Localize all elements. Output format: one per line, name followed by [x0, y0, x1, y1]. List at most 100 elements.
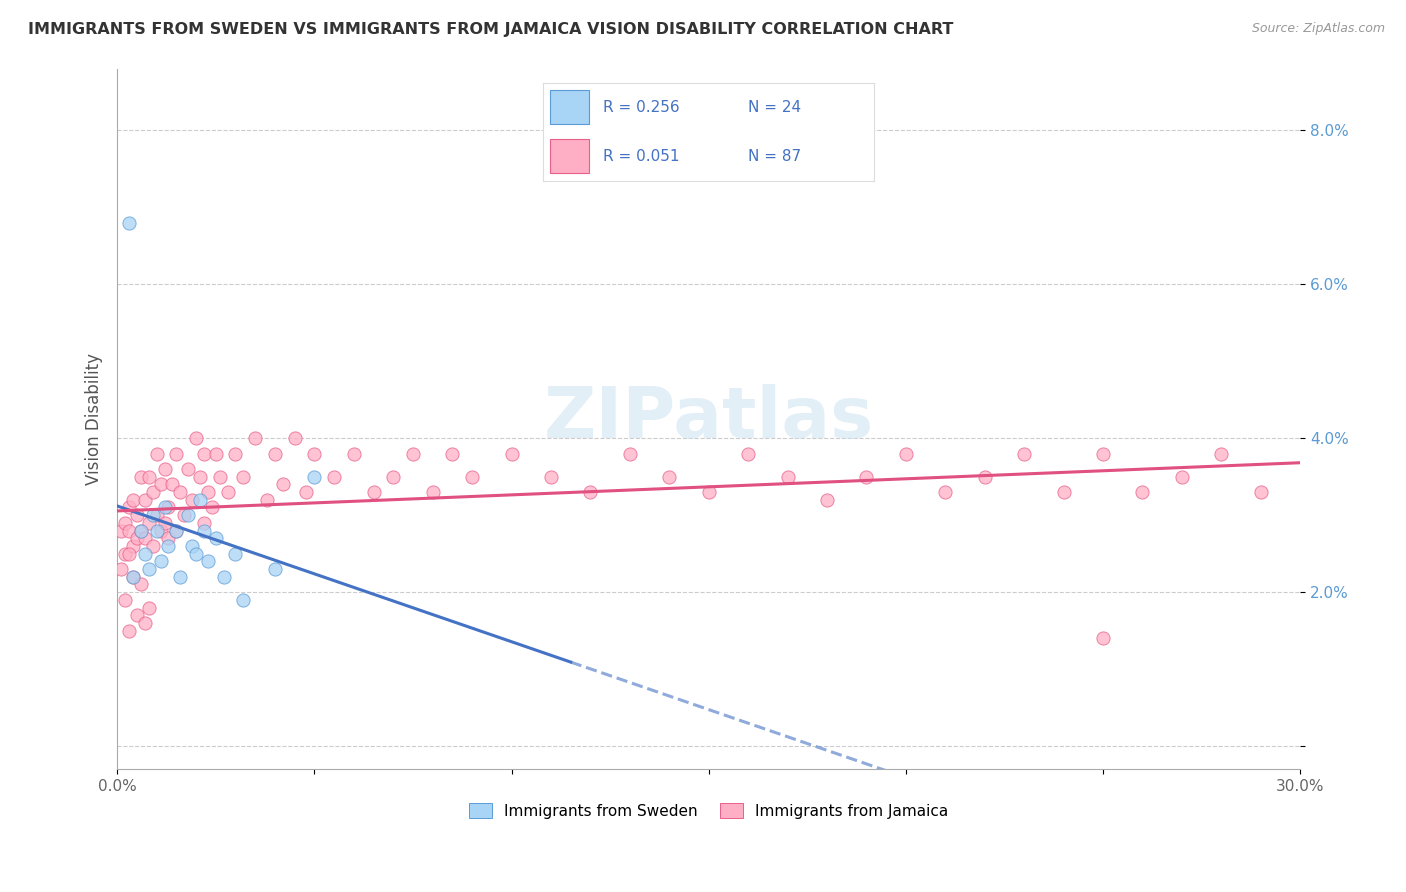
Point — [224, 446, 246, 460]
Point — [114, 593, 136, 607]
Point — [1250, 485, 1272, 500]
Point — [122, 539, 145, 553]
Text: IMMIGRANTS FROM SWEDEN VS IMMIGRANTS FROM JAMAICA VISION DISABILITY CORRELATION : IMMIGRANTS FROM SWEDEN VS IMMIGRANTS FRO… — [28, 22, 953, 37]
Point — [181, 539, 204, 553]
Point — [855, 469, 877, 483]
Point — [973, 469, 995, 483]
Point — [142, 508, 165, 523]
Point — [776, 469, 799, 483]
Point — [224, 547, 246, 561]
Point — [217, 485, 239, 500]
Point — [134, 492, 156, 507]
Point — [138, 516, 160, 530]
Point — [149, 554, 172, 568]
Point — [138, 562, 160, 576]
Point — [264, 562, 287, 576]
Point — [129, 524, 152, 538]
Point — [129, 577, 152, 591]
Point — [122, 570, 145, 584]
Point — [201, 500, 224, 515]
Point — [169, 485, 191, 500]
Point — [165, 524, 187, 538]
Point — [122, 492, 145, 507]
Point — [284, 431, 307, 445]
Point — [188, 469, 211, 483]
Point — [619, 446, 641, 460]
Point — [1012, 446, 1035, 460]
Point — [177, 508, 200, 523]
Point — [441, 446, 464, 460]
Point — [658, 469, 681, 483]
Point — [134, 531, 156, 545]
Point — [579, 485, 602, 500]
Point — [110, 562, 132, 576]
Point — [193, 516, 215, 530]
Point — [114, 516, 136, 530]
Point — [118, 547, 141, 561]
Point — [1092, 632, 1115, 646]
Point — [165, 446, 187, 460]
Point — [271, 477, 294, 491]
Point — [264, 446, 287, 460]
Point — [204, 531, 226, 545]
Point — [125, 531, 148, 545]
Point — [138, 600, 160, 615]
Point — [118, 524, 141, 538]
Point — [934, 485, 956, 500]
Point — [256, 492, 278, 507]
Point — [232, 593, 254, 607]
Point — [697, 485, 720, 500]
Point — [169, 570, 191, 584]
Point — [295, 485, 318, 500]
Point — [134, 547, 156, 561]
Point — [142, 485, 165, 500]
Point — [737, 446, 759, 460]
Text: ZIPatlas: ZIPatlas — [544, 384, 873, 453]
Point — [153, 516, 176, 530]
Point — [129, 524, 152, 538]
Point — [110, 524, 132, 538]
Point — [142, 539, 165, 553]
Point — [149, 524, 172, 538]
Point — [1052, 485, 1074, 500]
Point — [122, 570, 145, 584]
Point — [540, 469, 562, 483]
Point — [382, 469, 405, 483]
Point — [118, 215, 141, 229]
Text: Source: ZipAtlas.com: Source: ZipAtlas.com — [1251, 22, 1385, 36]
Point — [1171, 469, 1194, 483]
Point — [181, 492, 204, 507]
Point — [1092, 446, 1115, 460]
Point — [232, 469, 254, 483]
Point — [118, 624, 141, 638]
Point — [177, 462, 200, 476]
Point — [138, 469, 160, 483]
Point — [134, 615, 156, 630]
Point — [162, 477, 184, 491]
Point — [304, 446, 326, 460]
Point — [184, 431, 207, 445]
Point — [157, 531, 180, 545]
Point — [188, 492, 211, 507]
Point — [157, 539, 180, 553]
Point — [894, 446, 917, 460]
Legend: Immigrants from Sweden, Immigrants from Jamaica: Immigrants from Sweden, Immigrants from … — [463, 797, 955, 825]
Point — [125, 508, 148, 523]
Point — [197, 554, 219, 568]
Point — [193, 446, 215, 460]
Point — [193, 524, 215, 538]
Point — [323, 469, 346, 483]
Point — [208, 469, 231, 483]
Point — [129, 469, 152, 483]
Point — [1211, 446, 1233, 460]
Point — [149, 477, 172, 491]
Point — [204, 446, 226, 460]
Point — [118, 500, 141, 515]
Point — [212, 570, 235, 584]
Point — [145, 524, 167, 538]
Point — [173, 508, 195, 523]
Point — [125, 608, 148, 623]
Point — [343, 446, 366, 460]
Point — [145, 446, 167, 460]
Point — [402, 446, 425, 460]
